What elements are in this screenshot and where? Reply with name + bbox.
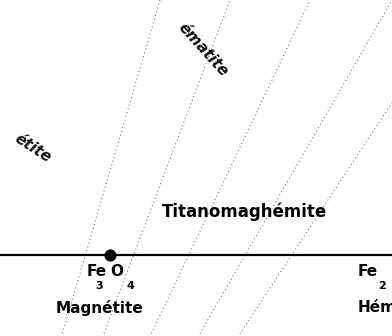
Text: 2: 2	[378, 281, 386, 291]
Text: O: O	[110, 264, 123, 280]
Text: 4: 4	[127, 281, 135, 291]
Text: ématite: ématite	[175, 20, 231, 80]
Text: Fe: Fe	[87, 264, 107, 280]
Text: 3: 3	[95, 281, 103, 291]
Text: Titanomaghémite: Titanomaghémite	[162, 203, 328, 221]
Point	[107, 252, 113, 258]
Text: étite: étite	[12, 131, 54, 165]
Text: Hém: Hém	[358, 300, 392, 316]
Text: Fe: Fe	[358, 264, 378, 280]
Text: Magnétite: Magnétite	[56, 300, 144, 316]
